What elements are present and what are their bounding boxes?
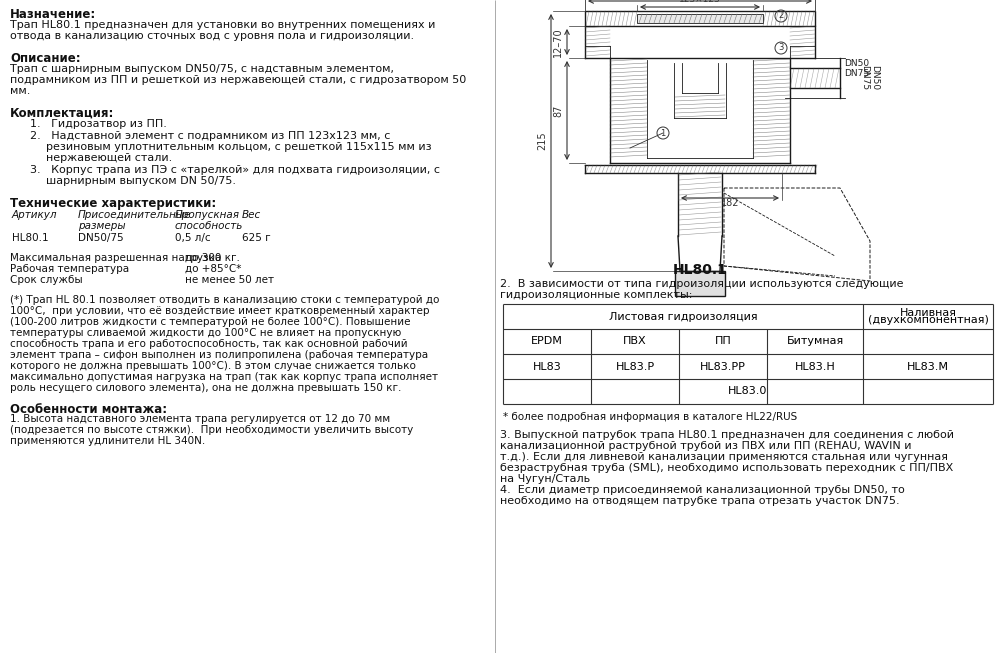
Text: Присоединительные: Присоединительные — [78, 210, 192, 220]
Text: нержавеющей стали.: нержавеющей стали. — [46, 153, 172, 163]
Text: 1: 1 — [660, 129, 666, 138]
Text: 100°С,  при условии, что её воздействие имеет кратковременный характер: 100°С, при условии, что её воздействие и… — [10, 306, 430, 316]
Text: 2: 2 — [778, 12, 784, 20]
Text: (подрезается по высоте стяжки).  При необходимости увеличить высоту: (подрезается по высоте стяжки). При необ… — [10, 425, 413, 435]
Text: шарнирным выпуском DN 50/75.: шарнирным выпуском DN 50/75. — [46, 176, 236, 186]
Text: DN75: DN75 — [844, 69, 869, 78]
Text: 625 г: 625 г — [242, 233, 271, 243]
Text: HL83.P: HL83.P — [615, 362, 655, 372]
Text: Срок службы: Срок службы — [10, 275, 83, 285]
Text: HL80.1: HL80.1 — [12, 233, 49, 243]
Text: элемент трапа – сифон выполнен из полипропилена (рабочая температура: элемент трапа – сифон выполнен из полипр… — [10, 350, 428, 360]
Text: 1. Высота надставного элемента трапа регулируется от 12 до 70 мм: 1. Высота надставного элемента трапа рег… — [10, 414, 390, 424]
Text: * более подробная информация в каталоге HL22/RUS: * более подробная информация в каталоге … — [503, 412, 797, 422]
Bar — [637, 14, 763, 23]
Text: 123×123: 123×123 — [679, 0, 721, 4]
Text: температуры сливаемой жидкости до 100°С не влияет на пропускную: температуры сливаемой жидкости до 100°С … — [10, 328, 401, 338]
Text: Комплектация:: Комплектация: — [10, 107, 114, 120]
Text: применяются удлинители HL 340N.: применяются удлинители HL 340N. — [10, 436, 205, 446]
Text: Особенности монтажа:: Особенности монтажа: — [10, 403, 167, 416]
Text: 2.   Надставной элемент с подрамником из ПП 123х123 мм, с: 2. Надставной элемент с подрамником из П… — [30, 131, 390, 141]
Text: до 300 кг.: до 300 кг. — [185, 253, 240, 263]
Text: канализационной раструбной трубой из ПВХ или ПП (REHAU, WAVIN и: канализационной раструбной трубой из ПВХ… — [500, 441, 912, 451]
Text: DN50: DN50 — [844, 59, 869, 68]
Text: HL83.PP: HL83.PP — [700, 362, 746, 372]
Text: HL83.0: HL83.0 — [728, 387, 768, 396]
Text: DN50
DN75: DN50 DN75 — [860, 65, 879, 91]
Text: EPDM: EPDM — [531, 336, 563, 347]
Text: т.д.). Если для ливневой канализации применяются стальная или чугунная: т.д.). Если для ливневой канализации при… — [500, 452, 948, 462]
Text: HL83: HL83 — [533, 362, 561, 372]
Bar — [675, 271, 725, 296]
Text: 12–70: 12–70 — [553, 27, 563, 57]
Text: 87: 87 — [553, 104, 563, 117]
Text: Трап HL80.1 предназначен для установки во внутренних помещениях и: Трап HL80.1 предназначен для установки в… — [10, 20, 435, 30]
Text: (двухкомпонентная): (двухкомпонентная) — [868, 315, 988, 325]
Text: мм.: мм. — [10, 86, 30, 96]
Text: Назначение:: Назначение: — [10, 8, 96, 21]
Text: 3.   Корпус трапа из ПЭ с «тарелкой» для подхвата гидроизоляции, с: 3. Корпус трапа из ПЭ с «тарелкой» для п… — [30, 165, 440, 175]
Text: до +85°С*: до +85°С* — [185, 264, 241, 274]
Text: размеры: размеры — [78, 221, 126, 231]
Text: на Чугун/Сталь: на Чугун/Сталь — [500, 474, 590, 484]
Text: Технические характеристики:: Технические характеристики: — [10, 197, 216, 210]
Bar — [585, 11, 815, 26]
Text: 3: 3 — [778, 44, 784, 52]
Text: (100-200 литров жидкости с температурой не более 100°С). Повышение: (100-200 литров жидкости с температурой … — [10, 317, 411, 327]
Text: не менее 50 лет: не менее 50 лет — [185, 275, 274, 285]
Text: Максимальная разрешенная нагрузка: Максимальная разрешенная нагрузка — [10, 253, 221, 263]
Text: Наливная: Наливная — [900, 308, 956, 318]
Text: 3. Выпускной патрубок трапа HL80.1 предназначен для соединения с любой: 3. Выпускной патрубок трапа HL80.1 предн… — [500, 430, 954, 440]
Text: способность: способность — [175, 221, 243, 231]
Text: 1.   Гидрозатвор из ПП.: 1. Гидрозатвор из ПП. — [30, 119, 167, 129]
Text: Трап с шарнирным выпуском DN50/75, с надставным элементом,: Трап с шарнирным выпуском DN50/75, с над… — [10, 64, 394, 74]
Text: ПВХ: ПВХ — [623, 336, 647, 347]
Text: (*) Трап HL 80.1 позволяет отводить в канализацию стоки с температурой до: (*) Трап HL 80.1 позволяет отводить в ка… — [10, 295, 439, 305]
Text: резиновым уплотнительным кольцом, с решеткой 115х115 мм из: резиновым уплотнительным кольцом, с реше… — [46, 142, 432, 152]
Text: Артикул: Артикул — [12, 210, 58, 220]
Text: 2.  В зависимости от типа гидроизоляции используются следующие: 2. В зависимости от типа гидроизоляции и… — [500, 279, 904, 289]
Text: отвода в канализацию сточных вод с уровня пола и гидроизоляции.: отвода в канализацию сточных вод с уровн… — [10, 31, 414, 41]
Text: 4.  Если диаметр присоединяемой канализационной трубы DN50, то: 4. Если диаметр присоединяемой канализац… — [500, 485, 905, 495]
Text: которого не должна превышать 100°С). В этом случае снижается только: которого не должна превышать 100°С). В э… — [10, 361, 416, 371]
Text: гидроизоляционные комплекты:: гидроизоляционные комплекты: — [500, 290, 692, 300]
Text: 215: 215 — [537, 132, 547, 150]
Text: способность трапа и его работоспособность, так как основной рабочий: способность трапа и его работоспособност… — [10, 339, 408, 349]
Text: роль несущего силового элемента), она не должна превышать 150 кг.: роль несущего силового элемента), она не… — [10, 383, 401, 393]
Text: 182: 182 — [721, 198, 739, 208]
Text: HL83.M: HL83.M — [907, 362, 949, 372]
Text: 0,5 л/с: 0,5 л/с — [175, 233, 211, 243]
Text: HL80.1: HL80.1 — [673, 263, 727, 277]
Text: HL83.H: HL83.H — [795, 362, 835, 372]
Text: Листовая гидроизоляция: Листовая гидроизоляция — [609, 311, 757, 321]
Text: подрамником из ПП и решеткой из нержавеющей стали, с гидрозатвором 50: подрамником из ПП и решеткой из нержавею… — [10, 75, 466, 85]
Text: Описание:: Описание: — [10, 52, 81, 65]
Text: необходимо на отводящем патрубке трапа отрезать участок DN75.: необходимо на отводящем патрубке трапа о… — [500, 496, 900, 506]
Text: ПП: ПП — [715, 336, 731, 347]
Text: Пропускная: Пропускная — [175, 210, 240, 220]
Text: Рабочая температура: Рабочая температура — [10, 264, 129, 274]
Text: безраструбная труба (SML), необходимо использовать переходник с ПП/ПВХ: безраструбная труба (SML), необходимо ис… — [500, 463, 953, 473]
Text: максимально допустимая нагрузка на трап (так как корпус трапа исполняет: максимально допустимая нагрузка на трап … — [10, 372, 438, 382]
Text: DN50/75: DN50/75 — [78, 233, 124, 243]
Text: Вес: Вес — [242, 210, 261, 220]
Text: Битумная: Битумная — [786, 336, 844, 347]
